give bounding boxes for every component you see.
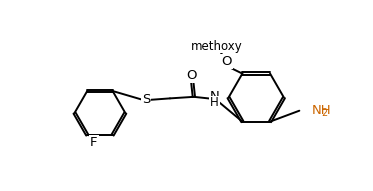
Text: H: H (210, 96, 219, 109)
Text: 2: 2 (321, 108, 327, 118)
Text: S: S (142, 93, 150, 106)
Text: methoxy: methoxy (191, 40, 243, 53)
Text: O: O (186, 69, 197, 82)
Text: N: N (210, 90, 220, 103)
Text: F: F (90, 136, 97, 149)
Text: NH: NH (312, 104, 331, 117)
Text: O: O (221, 55, 232, 68)
